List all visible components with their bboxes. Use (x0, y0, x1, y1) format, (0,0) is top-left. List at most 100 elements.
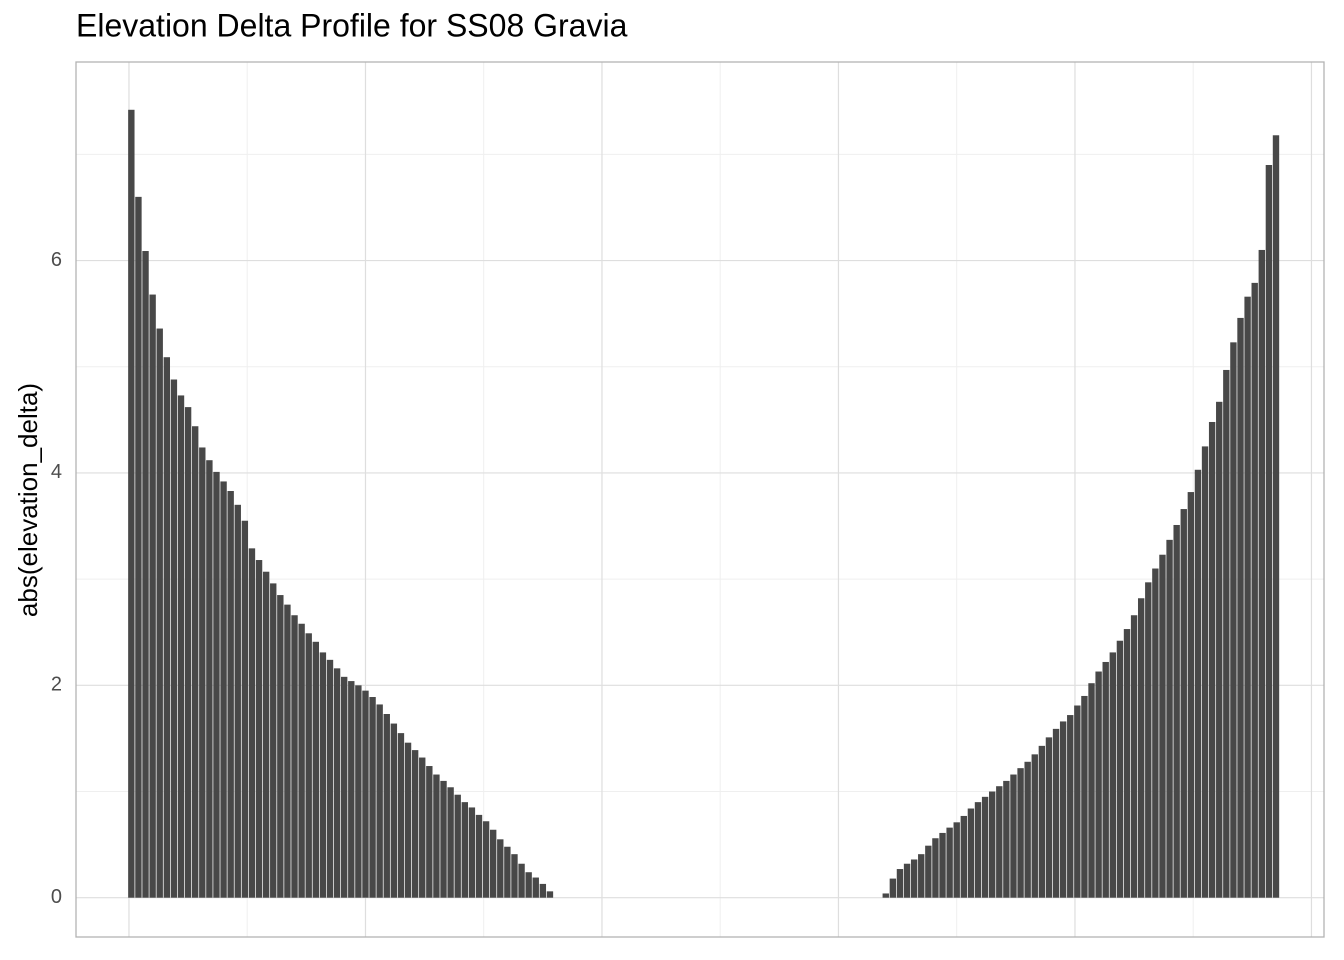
bar (546, 891, 554, 898)
bar (1010, 774, 1017, 898)
bar (1045, 737, 1053, 898)
bar (1003, 780, 1010, 898)
bar (369, 697, 376, 898)
bar (419, 757, 426, 898)
bar (1208, 421, 1216, 898)
bar (1251, 282, 1258, 898)
bar (305, 633, 312, 898)
bar (340, 676, 348, 898)
bar (996, 786, 1003, 898)
bar (170, 379, 178, 898)
bar (981, 796, 989, 898)
bar (262, 571, 270, 898)
bar (213, 471, 220, 898)
bar (1109, 652, 1116, 898)
bar (1095, 671, 1102, 898)
bar (319, 652, 327, 898)
bar (946, 827, 953, 898)
bar (1173, 524, 1180, 898)
bar (497, 839, 504, 898)
bar (312, 641, 320, 898)
bar (1024, 761, 1031, 898)
bar (1059, 721, 1067, 898)
bar (1038, 745, 1046, 898)
bar (1088, 683, 1095, 898)
bar (1244, 296, 1251, 898)
bar (1123, 629, 1131, 898)
bar (234, 504, 241, 898)
bar (277, 595, 284, 898)
bar (220, 481, 227, 898)
bar (1074, 705, 1081, 898)
bar (397, 733, 405, 898)
bar (1230, 342, 1237, 898)
bar (974, 802, 982, 898)
bar (390, 723, 398, 898)
bar (896, 869, 904, 898)
bar (248, 548, 256, 898)
bar (967, 808, 975, 898)
bar (1017, 768, 1024, 898)
bar (910, 859, 918, 898)
bar (1116, 640, 1124, 898)
bar (1166, 539, 1173, 898)
bar (184, 407, 192, 898)
bar (404, 742, 412, 898)
bar (882, 893, 889, 898)
bar (362, 690, 369, 898)
bar (1258, 249, 1265, 898)
bar (1223, 369, 1230, 898)
bar (539, 883, 547, 898)
bar (149, 294, 156, 898)
bar (953, 822, 960, 898)
y-tick-label: 6 (51, 249, 62, 271)
bar (156, 328, 163, 898)
bar (284, 604, 291, 898)
bar (206, 460, 213, 898)
bar (135, 196, 142, 898)
y-tick-label: 2 (51, 674, 62, 696)
bar (932, 838, 939, 898)
bar (889, 878, 897, 898)
bar (376, 704, 383, 898)
bar (447, 787, 454, 898)
bar (142, 251, 149, 898)
bar (1180, 509, 1187, 898)
bar (482, 821, 490, 898)
bar (939, 832, 946, 898)
bar (1130, 615, 1138, 898)
bar (475, 814, 483, 898)
bar (298, 623, 305, 898)
y-tick-label: 0 (51, 886, 62, 908)
bar (128, 109, 135, 898)
bar (1137, 598, 1145, 898)
bar (903, 863, 911, 898)
panel-border (75, 61, 1325, 938)
bar (291, 615, 298, 898)
bar (1201, 446, 1209, 898)
bar (163, 357, 171, 898)
bar (326, 659, 334, 898)
bar (192, 426, 199, 898)
bar (355, 685, 362, 898)
bar (1216, 401, 1223, 898)
bar (1152, 568, 1159, 898)
bar (1187, 492, 1195, 898)
bar (1031, 754, 1038, 898)
bar (518, 863, 525, 898)
bar (348, 681, 355, 898)
bar (426, 766, 433, 898)
bar (1067, 715, 1074, 898)
chart-title: Elevation Delta Profile for SS08 Gravia (76, 7, 628, 43)
bar (918, 854, 925, 898)
bar (1265, 165, 1273, 898)
bar (177, 395, 185, 898)
bar (199, 447, 206, 898)
bar (1081, 695, 1088, 898)
bar (1194, 469, 1202, 898)
bar (1237, 317, 1244, 898)
bar (960, 815, 968, 898)
y-axis-label: abs(elevation_delta) (13, 383, 43, 617)
